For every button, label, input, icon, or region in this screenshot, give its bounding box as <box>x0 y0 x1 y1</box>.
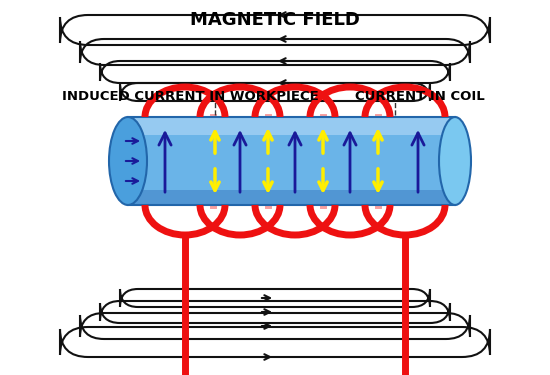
Text: MAGNETIC FIELD: MAGNETIC FIELD <box>190 11 360 29</box>
Bar <box>128 117 455 205</box>
Ellipse shape <box>109 117 147 205</box>
Text: INDUCED CURRENT IN WORKPIECE: INDUCED CURRENT IN WORKPIECE <box>62 90 318 103</box>
Ellipse shape <box>439 117 471 205</box>
Text: CURRENT IN COIL: CURRENT IN COIL <box>355 90 485 103</box>
Bar <box>128 117 455 135</box>
Bar <box>128 190 455 205</box>
